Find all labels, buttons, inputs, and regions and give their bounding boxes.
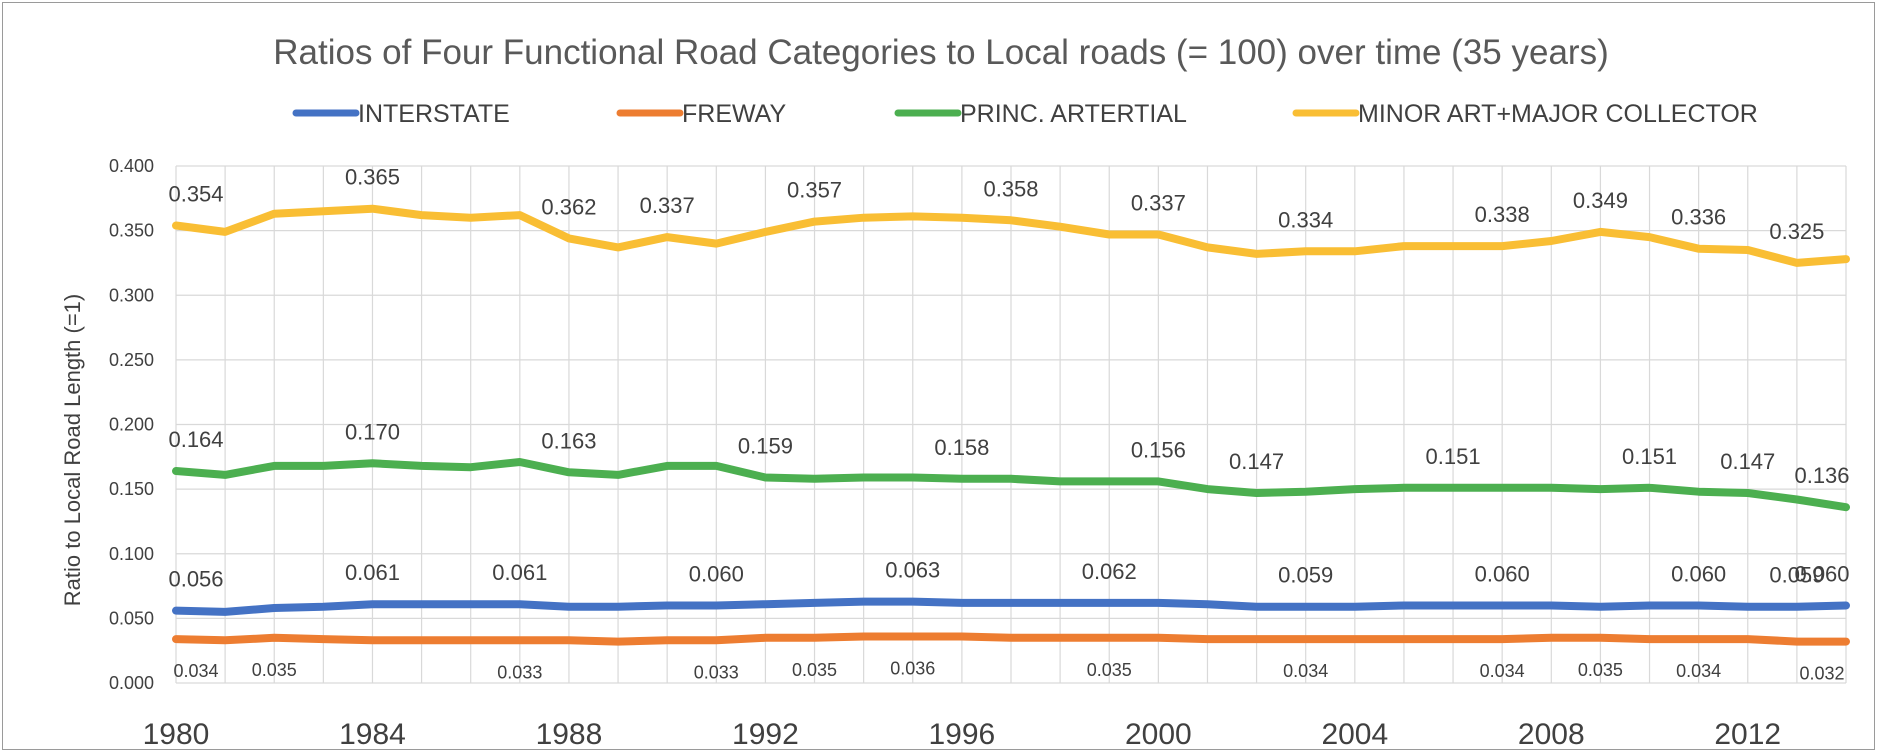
data-label: 0.056 <box>168 567 223 592</box>
data-label: 0.151 <box>1426 444 1481 469</box>
data-label: 0.170 <box>345 419 400 444</box>
data-label: 0.362 <box>541 194 596 219</box>
data-label: 0.349 <box>1573 188 1628 213</box>
x-tick-label: 1980 <box>143 718 210 751</box>
series-lines <box>172 204 1850 646</box>
series-line-freway <box>172 632 1850 646</box>
y-axis-ticks: 0.000 0.050 0.100 0.150 0.200 0.250 0.300 0.350… <box>109 156 154 693</box>
x-axis-ticks: 1980 1984 1988 1992 1996 2000 2004 2008 2012 <box>143 718 1782 751</box>
data-label: 0.151 <box>1622 444 1677 469</box>
x-tick-label: 2012 <box>1714 718 1781 751</box>
y-tick-label: 0.250 <box>109 350 154 370</box>
x-tick-label: 1996 <box>929 718 996 751</box>
data-label: 0.158 <box>934 435 989 460</box>
data-label: 0.032 <box>1799 664 1844 684</box>
data-label: 0.060 <box>689 561 744 586</box>
y-tick-label: 0.300 <box>109 285 154 305</box>
data-label: 0.035 <box>252 660 297 680</box>
data-label: 0.034 <box>1480 661 1525 681</box>
data-label: 0.136 <box>1794 463 1849 488</box>
data-labels: 0.056 0.061 0.061 0.060 0.063 0.062 0.059 0.060… <box>168 165 1849 684</box>
data-label: 0.147 <box>1229 449 1284 474</box>
y-tick-label: 0.000 <box>109 673 154 693</box>
data-label: 0.147 <box>1720 449 1775 474</box>
data-label: 0.063 <box>885 558 940 583</box>
y-tick-label: 0.150 <box>109 479 154 499</box>
gridlines <box>175 165 1847 684</box>
series-line-princ-artertial <box>172 458 1850 512</box>
legend-label: INTERSTATE <box>358 100 510 128</box>
data-label: 0.358 <box>983 176 1038 201</box>
legend-box <box>172 88 1850 136</box>
data-label: 0.365 <box>345 165 400 190</box>
data-label: 0.033 <box>694 662 739 682</box>
data-label: 0.059 <box>1769 563 1824 588</box>
data-label: 0.036 <box>890 658 935 678</box>
y-tick-label: 0.400 <box>109 156 154 176</box>
legend: INTERSTATE FREWAY PRINC. ARTERTIAL MINOR AR… <box>292 100 1758 128</box>
y-axis-label: Ratio to Local Road Length (=1) <box>60 294 85 606</box>
data-label: 0.035 <box>792 660 837 680</box>
chart-title: Ratios of Four Functional Road Categorie… <box>273 33 1609 72</box>
data-label: 0.337 <box>640 193 695 218</box>
data-label: 0.159 <box>738 433 793 458</box>
legend-label: MINOR ART+MAJOR COLLECTOR <box>1358 100 1758 128</box>
data-label: 0.059 <box>1278 563 1333 588</box>
x-tick-label: 2004 <box>1321 718 1388 751</box>
y-tick-label: 0.050 <box>109 608 154 628</box>
y-tick-label: 0.200 <box>109 415 154 435</box>
data-label: 0.334 <box>1278 207 1333 232</box>
data-label: 0.062 <box>1082 559 1137 584</box>
data-label: 0.325 <box>1769 219 1824 244</box>
data-label: 0.034 <box>173 661 218 681</box>
y-tick-label: 0.350 <box>109 221 154 241</box>
x-tick-label: 2000 <box>1125 718 1192 751</box>
data-label: 0.060 <box>1794 561 1849 586</box>
data-label: 0.338 <box>1475 202 1530 227</box>
series-line-minor-art-major-collector <box>172 204 1850 267</box>
data-label: 0.156 <box>1131 437 1186 462</box>
data-label: 0.033 <box>497 662 542 682</box>
series-line-interstate <box>172 597 1850 616</box>
data-label: 0.034 <box>1283 661 1328 681</box>
data-label: 0.354 <box>168 181 223 206</box>
data-label: 0.060 <box>1671 561 1726 586</box>
data-label: 0.061 <box>492 560 547 585</box>
data-label: 0.337 <box>1131 191 1186 216</box>
x-tick-label: 1992 <box>732 718 799 751</box>
data-label: 0.060 <box>1475 561 1530 586</box>
x-tick-label: 1988 <box>536 718 603 751</box>
legend-label: PRINC. ARTERTIAL <box>960 100 1187 128</box>
data-label: 0.061 <box>345 560 400 585</box>
data-label: 0.357 <box>787 178 842 203</box>
data-label: 0.163 <box>541 428 596 453</box>
data-label: 0.035 <box>1578 660 1623 680</box>
x-tick-label: 1984 <box>339 718 406 751</box>
data-label: 0.164 <box>168 427 223 452</box>
data-label: 0.034 <box>1676 661 1721 681</box>
x-tick-label: 2008 <box>1518 718 1585 751</box>
data-label: 0.336 <box>1671 205 1726 230</box>
data-label: 0.035 <box>1087 660 1132 680</box>
y-tick-label: 0.100 <box>109 544 154 564</box>
legend-label: FREWAY <box>682 100 786 128</box>
